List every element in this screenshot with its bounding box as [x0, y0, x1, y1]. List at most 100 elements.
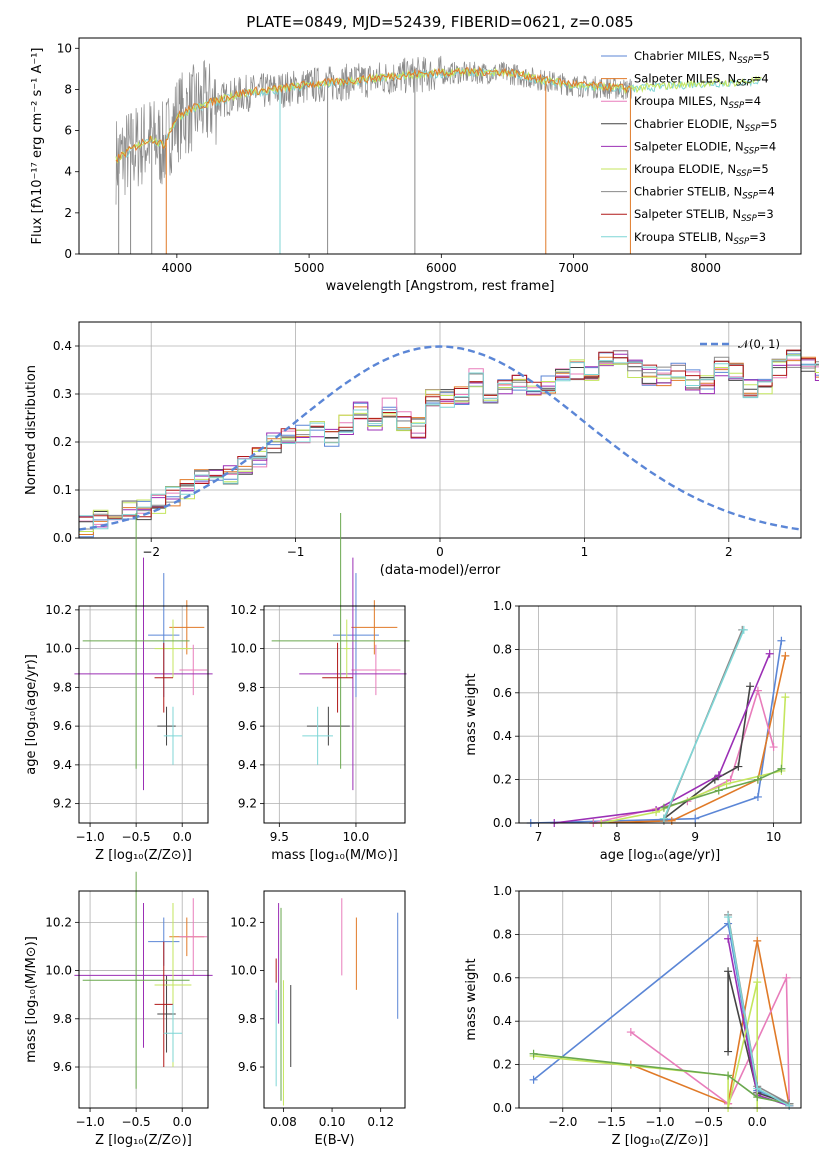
y-axis-label: mass weight [464, 958, 479, 1040]
weight-marker-pink [769, 743, 778, 752]
x-tick-label: 2 [725, 545, 733, 559]
y-tick-label: 9.8 [238, 680, 257, 694]
x-tick-label: 7000 [558, 261, 589, 275]
plot-frame [518, 890, 802, 1109]
x-tick-label: −0.5 [694, 1115, 723, 1129]
y-tick-label: 0.3 [53, 387, 72, 401]
legend-label-value: =5 [760, 117, 777, 131]
weight-line-pink [630, 977, 791, 1106]
weight-marker-blue [777, 636, 786, 645]
weight-marker-green [753, 1093, 762, 1102]
histogram-purple [79, 353, 819, 528]
legend-label-text: Chabrier STELIB, N [634, 185, 742, 199]
y-axis-label: Flux [fλ10⁻¹⁷ erg cm⁻² s⁻¹ A⁻¹] [30, 48, 45, 245]
weight-marker-cyan [739, 625, 748, 634]
weight-marker-dark [724, 967, 733, 976]
weight-line-lime [533, 981, 758, 1109]
x-tick-label: −0.5 [122, 1115, 151, 1129]
x-tick-label: 0.12 [367, 1115, 394, 1129]
weight-line-cyan [663, 629, 745, 820]
legend-label-value: =5 [753, 49, 770, 63]
y-tick-label: 0.6 [493, 686, 512, 700]
x-axis-label: E(B-V) [314, 1133, 354, 1148]
x-axis-label: Z [log₁₀(Z/Z⊙)] [95, 848, 192, 863]
y-tick-label: 10.0 [230, 642, 257, 656]
plot-frame [263, 605, 406, 824]
y-tick-label: 10.0 [45, 642, 72, 656]
y-tick-label: 0.6 [493, 971, 512, 985]
plot-frame [263, 890, 406, 1109]
weight-marker-dark [724, 1047, 733, 1056]
gaussian-reference-curve [78, 345, 802, 531]
weight-marker-dark [734, 762, 743, 771]
x-tick-label: 0.10 [319, 1115, 346, 1129]
weight-marker-green [659, 803, 668, 812]
weight-marker-green [724, 1071, 733, 1080]
y-tick-label: 8 [64, 82, 72, 96]
x-tick-label: −1.0 [75, 1115, 104, 1129]
plot-frame [78, 37, 802, 255]
weight-marker-dark [746, 682, 755, 691]
y-tick-label: 9.6 [53, 719, 72, 733]
x-tick-label: 5000 [294, 261, 325, 275]
legend-label-text: Kroupa MILES, N [634, 94, 729, 108]
y-axis-label: mass weight [464, 673, 479, 755]
legend-label: Chabrier MILES, NSSP=5 [634, 49, 770, 66]
x-tick-label: 9.5 [270, 830, 289, 844]
y-tick-label: 0.4 [493, 729, 512, 743]
y-tick-label: 0.0 [53, 531, 72, 545]
legend-label-value: =4 [759, 139, 776, 153]
x-tick-label: 0.0 [748, 1115, 767, 1129]
weight-marker-blue [529, 1075, 538, 1084]
y-tick-label: 9.8 [53, 680, 72, 694]
y-tick-label: 9.6 [238, 1060, 257, 1074]
y-tick-label: 0.1 [53, 483, 72, 497]
weight-marker-cyan [659, 814, 668, 823]
legend-label-text: Kroupa ELODIE, N [634, 162, 736, 176]
mass-age-panel: 9.5 10.0 9.2 9.4 9.6 9.8 10.0 10.2 mass [log₁₀(M… [230, 513, 410, 863]
weight-marker-orange [753, 936, 762, 945]
weight-marker-orange [781, 651, 790, 660]
weight-marker-lime [722, 779, 731, 788]
y-tick-label: 10.2 [45, 915, 72, 929]
histogram-lime [79, 354, 819, 532]
weight-marker-lime [753, 978, 762, 987]
legend-label-text: Salpeter STELIB, N [634, 207, 741, 221]
legend-label-value: =5 [752, 162, 769, 176]
legend-label: Chabrier STELIB, NSSP=4 [634, 185, 775, 202]
x-tick-label: 0 [436, 545, 444, 559]
weight-marker-blue [753, 792, 762, 801]
y-tick-label: 9.6 [53, 1060, 72, 1074]
weight-line-orange [593, 655, 787, 824]
weight-marker-green [777, 764, 786, 773]
legend-label: 𝒩(0, 1) [738, 337, 780, 351]
x-tick-label: 10.0 [343, 830, 370, 844]
weight-line-lime [601, 697, 787, 824]
x-tick-label: 4000 [162, 261, 193, 275]
extinction-mass-panel: 0.08 0.10 0.12 9.6 9.8 10.0 10.2 E(B-V) [230, 890, 406, 1148]
y-tick-label: 2 [64, 206, 72, 220]
legend-label-subscript: SSP [744, 146, 760, 156]
weight-line-dark [727, 971, 790, 1105]
legend-label-value: =4 [752, 72, 769, 86]
weight-line-green [533, 1053, 790, 1105]
weight-marker-pink [782, 973, 791, 982]
legend-label-subscript: SSP [737, 56, 753, 66]
weight-marker-orange [667, 816, 676, 825]
x-tick-label: 0.08 [270, 1115, 297, 1129]
legend-label: Chabrier ELODIE, NSSP=5 [634, 117, 777, 134]
weight-marker-lime [781, 693, 790, 702]
plot-frame [78, 605, 209, 824]
x-axis-label: age [log₁₀(age/yr)] [600, 848, 721, 863]
x-axis-label: (data-model)/error [380, 563, 501, 578]
weight-marker-green [753, 775, 762, 784]
plot-frame [78, 321, 802, 539]
x-tick-label: 7 [535, 830, 543, 844]
y-tick-label: 6 [64, 124, 72, 138]
legend-label-value: =3 [757, 207, 774, 221]
y-axis-label: age [log₁₀(age/yr)] [24, 654, 39, 775]
y-tick-label: 0.8 [493, 642, 512, 656]
legend-label: Salpeter STELIB, NSSP=3 [634, 207, 774, 224]
legend-label-text: Chabrier ELODIE, N [634, 117, 745, 131]
y-tick-label: 0.2 [53, 435, 72, 449]
